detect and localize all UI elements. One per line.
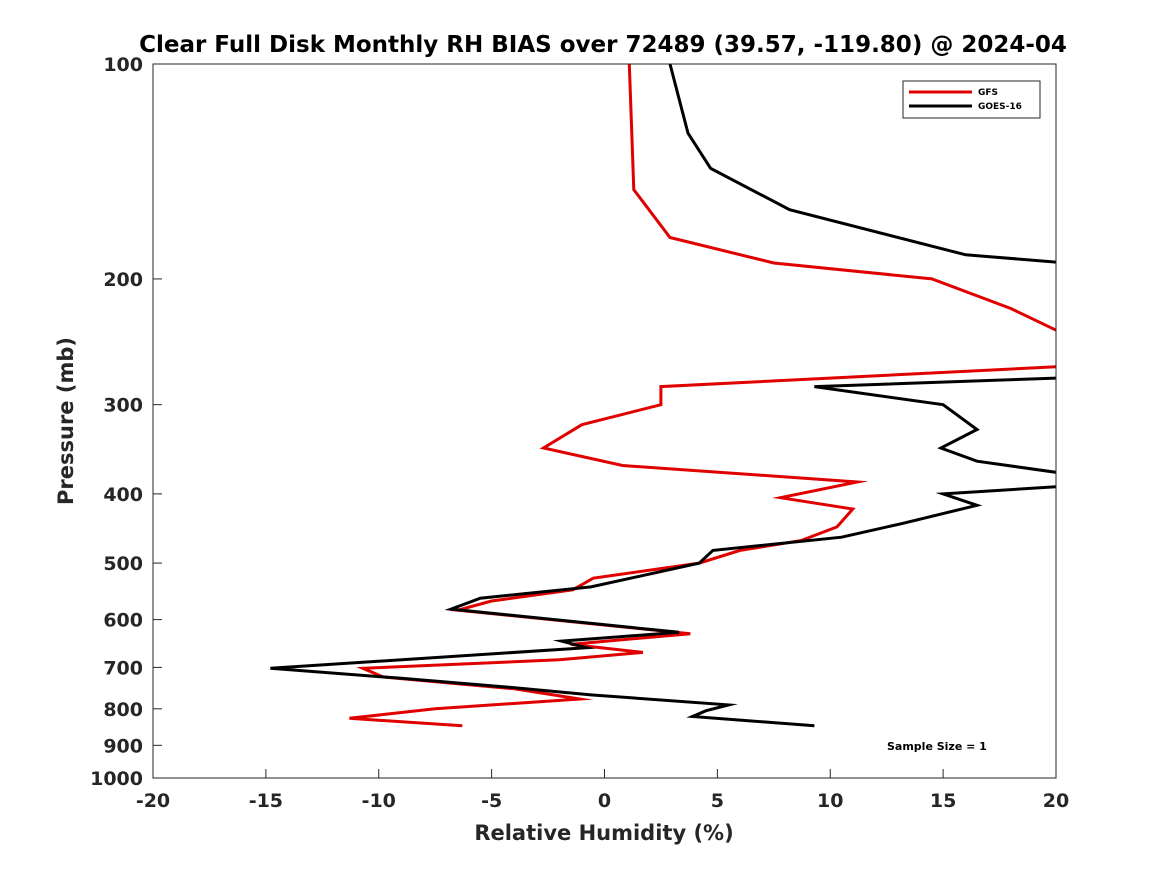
y-tick-label: 400 bbox=[103, 484, 143, 506]
chart-title: Clear Full Disk Monthly RH BIAS over 724… bbox=[139, 32, 1067, 58]
x-tick-label: -10 bbox=[362, 790, 396, 812]
legend-label-gfs: GFS bbox=[978, 88, 998, 98]
y-tick-label: 100 bbox=[103, 54, 143, 76]
x-tick-label: 20 bbox=[1043, 790, 1069, 812]
x-tick-label: 10 bbox=[817, 790, 843, 812]
x-tick-label: -15 bbox=[249, 790, 283, 812]
y-tick-label: 600 bbox=[103, 610, 143, 632]
y-tick-label: 900 bbox=[103, 735, 143, 757]
y-tick-label: 200 bbox=[103, 269, 143, 291]
y-axis-label: Pressure (mb) bbox=[54, 337, 78, 505]
x-axis-ticks: -20 -15 -10 -5 0 5 10 15 20 bbox=[136, 769, 1069, 812]
y-tick-label: 800 bbox=[103, 699, 143, 721]
legend-box bbox=[902, 80, 1041, 119]
x-tick-label: -20 bbox=[136, 790, 170, 812]
x-tick-label: 15 bbox=[930, 790, 956, 812]
y-tick-label: 1000 bbox=[90, 768, 143, 790]
sample-size-annotation: Sample Size = 1 bbox=[887, 740, 987, 753]
x-tick-label: 5 bbox=[711, 790, 724, 812]
x-axis-label: Relative Humidity (%) bbox=[474, 821, 733, 845]
series-layer bbox=[270, 64, 1056, 728]
y-tick-label: 300 bbox=[103, 395, 143, 417]
y-axis-ticks: 100 200 300 400 500 600 700 800 900 1000 bbox=[90, 54, 162, 790]
y-tick-label: 500 bbox=[103, 553, 143, 575]
y-tick-label: 700 bbox=[103, 657, 143, 679]
legend-label-goes16: GOES-16 bbox=[978, 102, 1022, 112]
series-line-goes16 bbox=[270, 64, 1056, 728]
legend: GFS GOES-16 bbox=[902, 80, 1041, 119]
x-tick-label: -5 bbox=[481, 790, 502, 812]
x-tick-label: 0 bbox=[598, 790, 611, 812]
